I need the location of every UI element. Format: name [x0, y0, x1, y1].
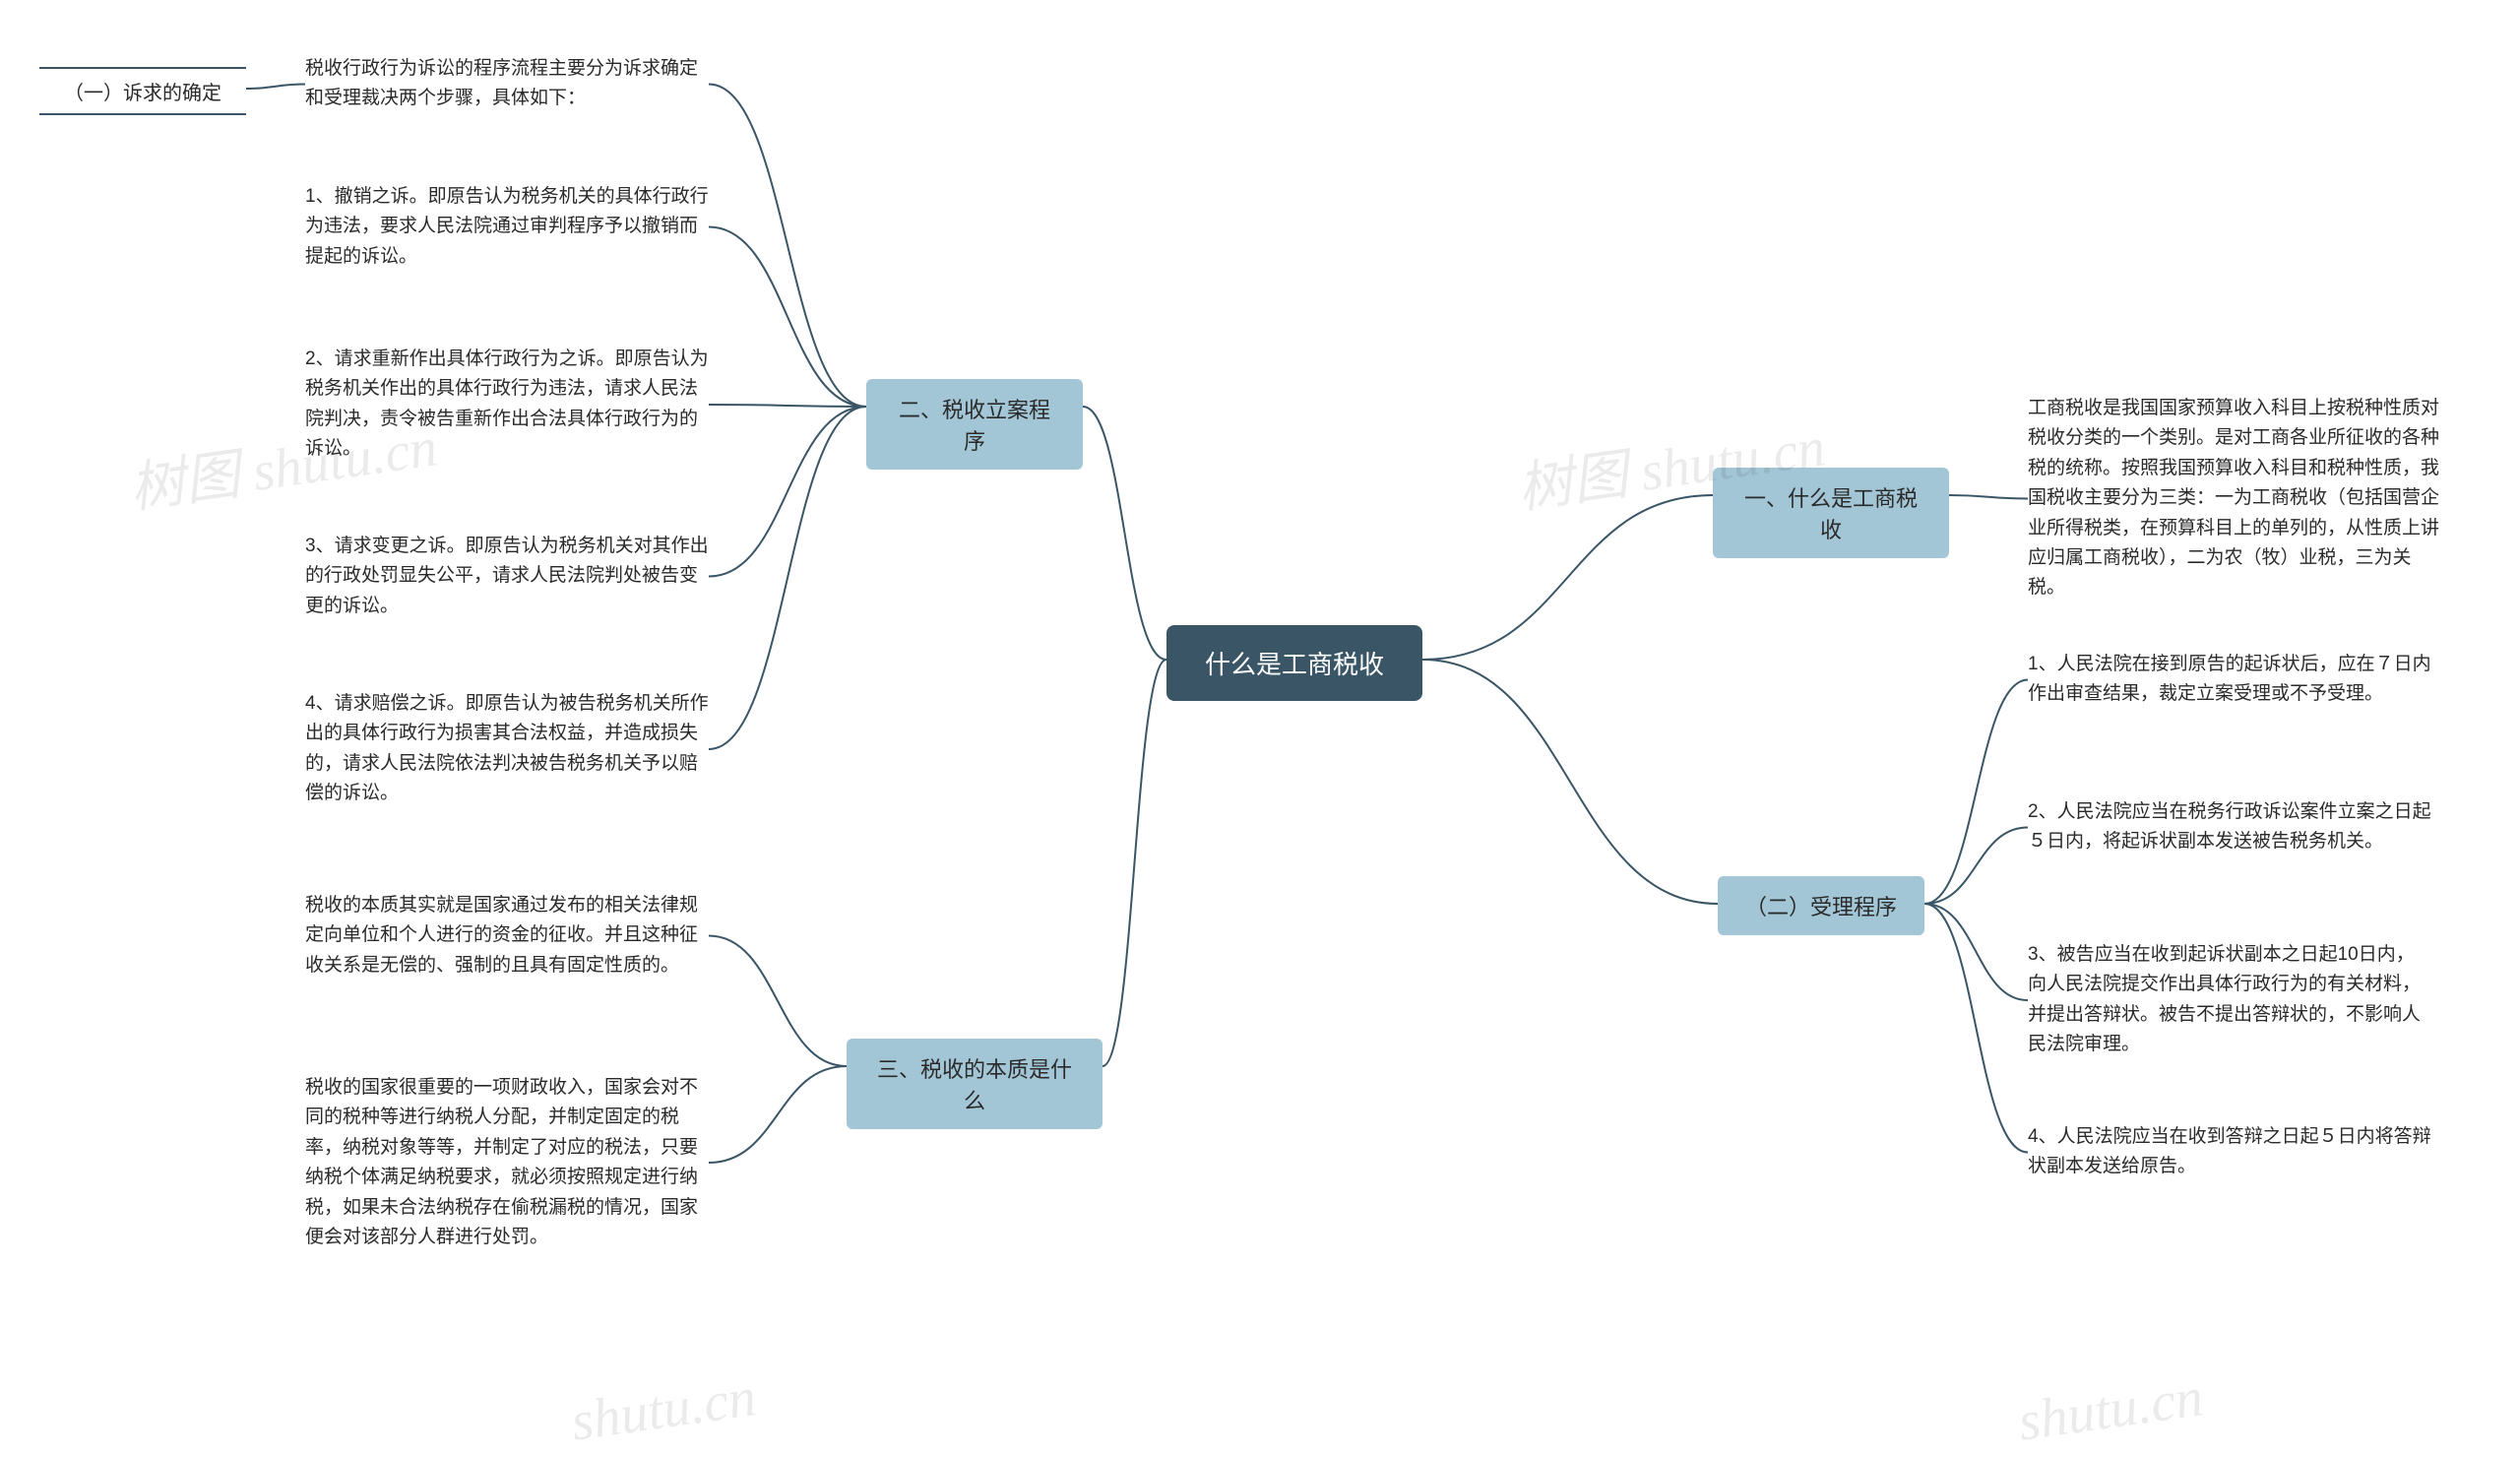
left-branch-0-sub-0-leaf-0: 税收行政行为诉讼的程序流程主要分为诉求确定和受理裁决两个步骤，具体如下：	[305, 54, 709, 114]
left-branch-0-sub-0-label: （一）诉求的确定	[64, 77, 221, 105]
right-branch-1-leaf-0: 1、人民法院在接到原告的起诉状后，应在７日内作出审查结果，裁定立案受理或不予受理…	[2028, 650, 2431, 710]
left-branch-1-label: 三、税收的本质是什么	[870, 1052, 1079, 1115]
left-branch-0: 二、税收立案程序	[866, 379, 1083, 470]
left-branch-0-leaf-0: 1、撤销之诉。即原告认为税务机关的具体行政行为违法，要求人民法院通过审判程序予以…	[305, 182, 709, 272]
left-branch-0-leaf-3: 4、请求赔偿之诉。即原告认为被告税务机关所作出的具体行政行为损害其合法权益，并造…	[305, 689, 709, 809]
left-branch-0-leaf-1: 2、请求重新作出具体行政行为之诉。即原告认为税务机关作出的具体行政行为违法，请求…	[305, 345, 709, 465]
left-branch-0-leaf-2: 3、请求变更之诉。即原告认为税务机关对其作出的行政处罚显失公平，请求人民法院判处…	[305, 532, 709, 621]
left-branch-1-leaf-1: 税收的国家很重要的一项财政收入，国家会对不同的税种等进行纳税人分配，并制定固定的…	[305, 1073, 709, 1252]
left-branch-0-sub-0: （一）诉求的确定	[39, 67, 246, 115]
watermark-2: shutu.cn	[567, 1365, 759, 1454]
left-branch-1-leaf-0: 税收的本质其实就是国家通过发布的相关法律规定向单位和个人进行的资金的征收。并且这…	[305, 891, 709, 981]
left-branch-0-label: 二、税收立案程序	[890, 393, 1059, 456]
watermark-3: shutu.cn	[2014, 1365, 2206, 1454]
center-node: 什么是工商税收	[1166, 625, 1422, 701]
right-branch-0-label: 一、什么是工商税收	[1736, 481, 1925, 544]
left-branch-1: 三、税收的本质是什么	[847, 1039, 1102, 1129]
center-node-label: 什么是工商税收	[1205, 645, 1384, 681]
right-branch-1-leaf-3: 4、人民法院应当在收到答辩之日起５日内将答辩状副本发送给原告。	[2028, 1122, 2431, 1182]
right-branch-1-label: （二）受理程序	[1745, 890, 1897, 921]
right-branch-1-leaf-1: 2、人民法院应当在税务行政诉讼案件立案之日起５日内，将起诉状副本发送被告税务机关…	[2028, 797, 2431, 857]
right-branch-0: 一、什么是工商税收	[1713, 468, 1949, 558]
right-branch-1: （二）受理程序	[1718, 876, 1924, 935]
right-branch-1-leaf-2: 3、被告应当在收到起诉状副本之日起10日内，向人民法院提交作出具体行政行为的有关…	[2028, 940, 2431, 1060]
right-branch-0-leaf-0: 工商税收是我国国家预算收入科目上按税种性质对税收分类的一个类别。是对工商各业所征…	[2028, 394, 2441, 603]
